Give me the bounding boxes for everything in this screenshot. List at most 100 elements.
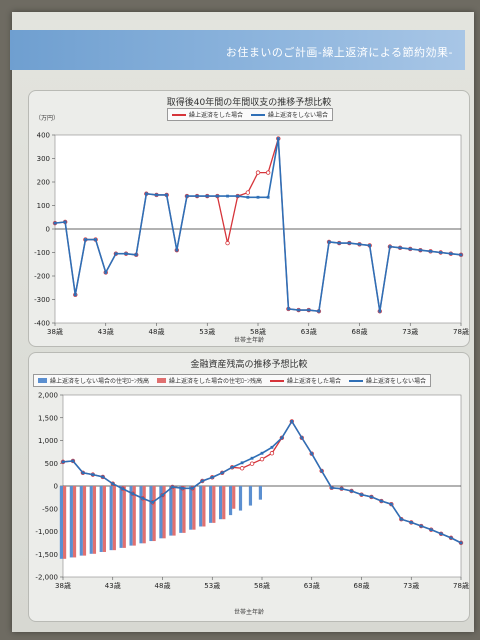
data-point-no-prepay xyxy=(256,195,260,199)
data-point-no-prepay xyxy=(230,465,234,469)
data-point-prepay xyxy=(269,451,275,456)
data-point-no-prepay xyxy=(337,241,341,245)
y-tick-label: -400 xyxy=(34,320,50,328)
data-point-no-prepay xyxy=(71,459,75,463)
chart2-plot: 2,000 1,500 1,000 500 0 -500 -1,000 -1,500 -2,00… xyxy=(35,392,469,591)
x-tick-label: 78歳 xyxy=(453,581,469,590)
data-point-prepay xyxy=(245,190,251,195)
loan-balance-bar-prepay xyxy=(122,486,126,548)
data-point-no-prepay xyxy=(358,242,361,246)
annual-balance-chart-panel: 取得後40年間の年間収支の推移予想比較 繰上返済をした場合 繰上返済をしない場合… xyxy=(28,90,470,347)
data-point-no-prepay xyxy=(399,517,403,521)
data-point-no-prepay xyxy=(73,293,77,297)
data-point-no-prepay xyxy=(260,451,264,455)
loan-balance-bar-no-prepay xyxy=(159,486,163,539)
data-point-no-prepay xyxy=(429,249,432,253)
loan-balance-bar-prepay xyxy=(112,486,116,551)
data-point-no-prepay xyxy=(155,193,158,197)
loan-balance-bar-prepay xyxy=(212,486,216,523)
loan-balance-bar-no-prepay xyxy=(99,486,103,552)
data-point-no-prepay xyxy=(459,253,463,257)
x-tick-label: 58歳 xyxy=(254,581,270,590)
loan-balance-bar-no-prepay xyxy=(228,486,233,516)
data-point-no-prepay xyxy=(144,192,148,196)
blue-line-swatch-icon xyxy=(349,379,364,382)
data-point-no-prepay xyxy=(378,309,382,313)
data-point-no-prepay xyxy=(310,452,314,456)
x-tick-label: 63歳 xyxy=(304,581,320,590)
y-tick-label: 1,000 xyxy=(38,437,58,445)
y-tick-label: -300 xyxy=(34,296,50,304)
x-tick-label: 53歳 xyxy=(199,327,215,336)
y-tick-label: 300 xyxy=(37,155,50,163)
data-point-prepay xyxy=(249,461,255,466)
data-point-no-prepay xyxy=(226,194,229,198)
data-point-no-prepay xyxy=(419,248,422,252)
loan-balance-bar-no-prepay xyxy=(199,486,203,527)
data-point-prepay xyxy=(225,240,230,246)
data-point-no-prepay xyxy=(297,308,300,312)
loan-balance-bar-prepay xyxy=(63,486,67,559)
data-point-no-prepay xyxy=(409,521,413,524)
x-tick-label: 58歳 xyxy=(250,327,266,336)
data-point-no-prepay xyxy=(141,496,144,500)
loan-balance-bar-no-prepay xyxy=(149,486,153,542)
loan-balance-bar-prepay xyxy=(152,486,156,542)
loan-balance-bar-no-prepay xyxy=(209,486,213,523)
banner-title: お住まいのご計画-繰上返済による節約効果- xyxy=(225,46,453,59)
loan-balance-bar-prepay xyxy=(192,486,196,530)
chart2-legend-red-label: 繰上返済をした場合 xyxy=(287,378,342,385)
data-point-no-prepay xyxy=(330,486,334,490)
loan-balance-bar-no-prepay xyxy=(238,486,243,511)
data-point-no-prepay xyxy=(205,194,209,198)
data-point-no-prepay xyxy=(388,245,392,249)
x-tick-label: 43歳 xyxy=(98,327,114,336)
data-point-no-prepay xyxy=(94,238,97,241)
loan-balance-bar-no-prepay xyxy=(139,486,143,544)
data-point-no-prepay xyxy=(317,309,321,313)
data-point-no-prepay xyxy=(220,471,224,475)
chart2-legend-blue-label: 繰上返済をしない場合 xyxy=(366,378,427,385)
red-line-swatch-icon xyxy=(172,113,186,116)
data-point-no-prepay xyxy=(320,469,324,473)
data-point-no-prepay xyxy=(124,252,128,256)
y-tick-label: 400 xyxy=(37,132,50,140)
y-tick-label: -1,500 xyxy=(35,551,58,559)
data-point-no-prepay xyxy=(419,524,423,528)
x-tick-label: 43歳 xyxy=(105,581,121,590)
data-point-no-prepay xyxy=(246,195,250,199)
x-tick-label: 73歳 xyxy=(402,327,418,336)
loan-balance-bar-prepay xyxy=(232,486,236,509)
data-point-no-prepay xyxy=(449,252,453,256)
loan-balance-bar-prepay xyxy=(162,486,166,539)
red-line-swatch-icon xyxy=(270,379,285,382)
x-tick-label: 73歳 xyxy=(403,581,419,590)
data-point-no-prepay xyxy=(270,445,274,449)
loan-balance-bar-prepay xyxy=(142,486,146,544)
y-tick-label: -2,000 xyxy=(35,574,58,582)
data-point-no-prepay xyxy=(408,247,412,251)
loan-balance-bar-prepay xyxy=(222,486,226,520)
chart2-legend-bar-blue-label: 繰上返済をしない場合の住宅ﾛｰﾝ残高 xyxy=(50,378,150,385)
chart2-legend-bar-red: 繰上返済をした場合の住宅ﾛｰﾝ残高 xyxy=(157,376,262,385)
chart1-title: 取得後40年間の年間収支の推移予想比較 xyxy=(166,98,332,108)
chart2-x-title: 世帯主年齢 xyxy=(233,609,264,616)
data-point-no-prepay xyxy=(134,253,138,257)
loan-balance-bar-no-prepay xyxy=(79,486,83,556)
data-point-no-prepay xyxy=(300,436,304,440)
chart2-title: 金融資産残高の推移予想比較 xyxy=(190,360,308,370)
loan-balance-bar-no-prepay xyxy=(69,486,73,558)
loan-balance-bar-prepay xyxy=(82,486,87,556)
data-point-no-prepay xyxy=(398,246,402,250)
x-tick-label: 48歳 xyxy=(149,327,165,336)
y-tick-label: -500 xyxy=(42,505,58,513)
data-point-no-prepay xyxy=(61,460,65,464)
data-point-no-prepay xyxy=(181,486,184,490)
x-tick-label: 48歳 xyxy=(155,581,171,590)
data-point-no-prepay xyxy=(81,471,85,475)
y-tick-label: 2,000 xyxy=(38,392,58,400)
y-tick-label: 200 xyxy=(37,179,50,187)
data-point-no-prepay xyxy=(380,499,383,503)
loan-balance-bar-no-prepay xyxy=(89,486,93,554)
